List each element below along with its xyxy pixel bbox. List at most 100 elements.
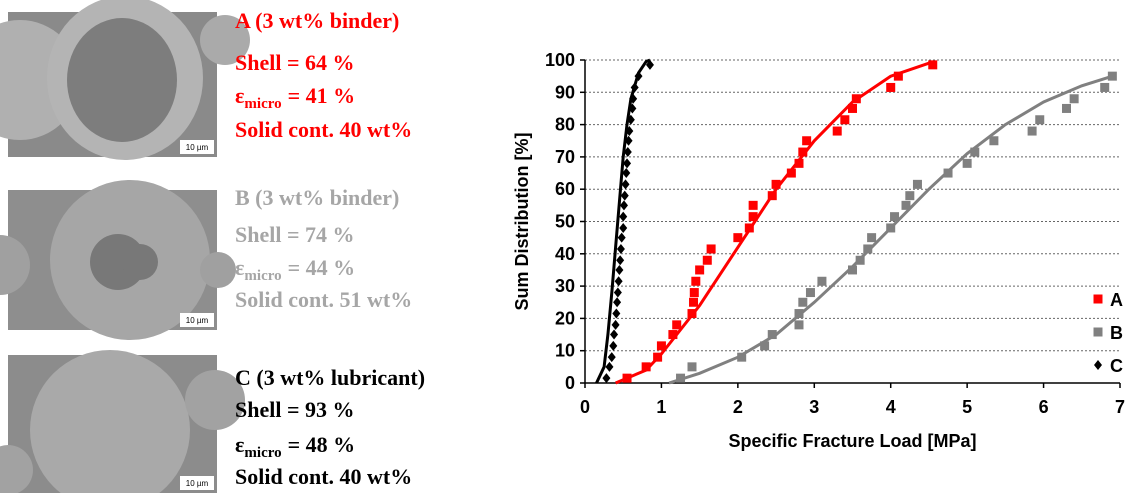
data-point [623,158,632,169]
fit-curve [595,58,651,384]
data-point [706,244,716,254]
y-tick-label: 80 [555,115,575,135]
eps-symbol: ε [235,255,244,280]
data-point [901,200,911,210]
data-point [617,232,626,243]
x-tick-label: 3 [809,397,819,417]
data-point [912,179,922,189]
data-point [702,255,712,265]
data-point [1035,115,1045,125]
data-point [737,352,747,362]
y-tick-label: 100 [545,50,575,70]
data-point [628,103,637,114]
data-point [607,352,616,363]
data-point [733,233,743,243]
data-point [616,243,625,254]
data-point [676,373,686,383]
scale-label: 10 µm [186,316,209,325]
data-point [855,255,865,265]
x-tick-label: 0 [580,397,590,417]
x-tick-label: 1 [656,397,666,417]
data-point [794,320,804,330]
data-point [630,82,639,93]
data-point [817,276,827,286]
panel-porosity: εmicro = 44 % [235,255,355,284]
data-point [744,223,754,233]
panel-solid: Solid cont. 40 wt% [235,464,412,489]
y-tick-label: 50 [555,212,575,232]
data-point [962,158,972,168]
data-point [928,60,938,70]
panel-porosity: εmicro = 48 % [235,432,355,461]
eps-subscript: micro [244,96,281,112]
data-point [805,288,815,298]
x-tick-label: 4 [886,397,896,417]
scale-box [180,313,214,327]
panel-shell: Shell = 74 % [235,222,355,247]
data-point [1069,94,1079,104]
panel-title: A (3 wt% binder) [235,8,399,33]
data-point [615,264,624,275]
data-point [616,255,625,266]
data-point [614,276,623,287]
panel-shell: Shell = 93 % [235,397,355,422]
legend-marker [1094,360,1102,370]
legend-marker [1093,294,1103,304]
data-point [760,341,770,351]
eps-symbol: ε [235,83,244,108]
data-point [840,115,850,125]
panel-shell: Shell = 64 % [235,50,355,75]
y-tick-label: 60 [555,179,575,199]
panel-porosity: εmicro = 41 % [235,83,355,112]
data-point [905,191,915,201]
data-point [867,233,877,243]
data-point [890,212,900,222]
panel-title: C (3 wt% lubricant) [235,365,425,390]
data-point [624,135,633,146]
data-point [634,71,643,82]
data-point [626,114,635,125]
data-point [863,244,873,254]
legend-label: A [1110,290,1123,310]
data-point [619,222,628,233]
data-point [832,126,842,136]
x-tick-label: 5 [962,397,972,417]
data-point [619,211,628,222]
scale-box [180,140,214,154]
data-point [748,212,758,222]
scale-label: 10 µm [186,479,209,488]
legend-label: C [1110,356,1123,376]
data-point [798,297,808,307]
data-point [893,71,903,81]
data-point [848,103,857,113]
data-point [748,200,758,210]
data-point [612,308,621,319]
data-point [629,93,638,104]
data-point [622,373,632,383]
data-point [767,191,777,201]
data-point [1107,71,1117,81]
data-point [802,136,812,146]
x-tick-label: 6 [1039,397,1049,417]
data-point [653,352,663,362]
panel-solid: Solid cont. 40 wt% [235,117,412,142]
x-tick-label: 2 [733,397,743,417]
data-point [668,330,678,340]
eps-value: = 44 % [288,255,356,280]
data-point [613,287,622,298]
data-point [656,341,666,351]
legend-marker [1093,327,1103,337]
data-point [1062,103,1071,113]
data-point [611,319,620,330]
data-point [848,265,857,275]
y-axis-title: Sum Distribution [%] [512,133,532,311]
data-point [1100,82,1110,92]
data-point [613,297,622,308]
data-point [786,168,796,178]
panel-title: B (3 wt% binder) [235,185,399,210]
data-point [798,147,808,157]
eps-subscript: micro [244,268,281,284]
data-point [609,340,618,351]
